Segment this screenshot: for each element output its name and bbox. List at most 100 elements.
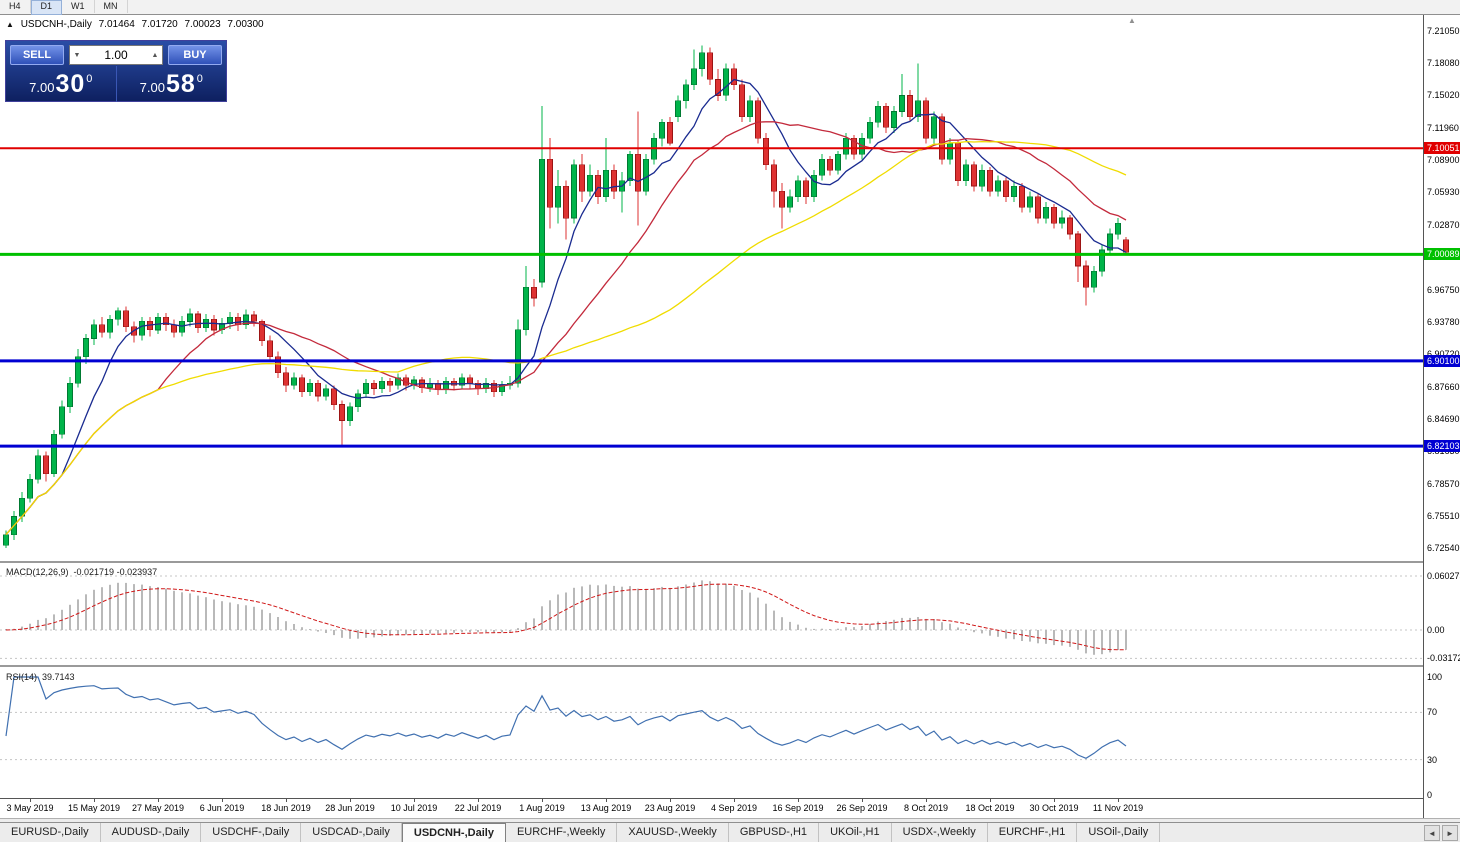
time-axis-label: 3 May 2019 [6,803,54,813]
window-separator[interactable] [0,561,1460,563]
time-axis-tick [414,799,415,802]
one-click-trading-panel: SELL ▼ 1.00 ▲ BUY 7.00 30 0 7.00 58 0 [5,40,227,102]
time-axis-label: 22 Jul 2019 [454,803,502,813]
tabs-scroll-right-button[interactable]: ► [1442,825,1458,841]
rsi-axis-label: 70 [1427,707,1438,717]
macd-histogram [5,580,1127,655]
sell-price-small: 7.00 [29,79,55,95]
time-axis-tick [478,799,479,802]
time-axis-tick [1054,799,1055,802]
chart-tab-eurchf-h1[interactable]: EURCHF-,H1 [987,823,1078,842]
price-axis-label: 7.21050 [1427,26,1460,36]
buy-price-sup: 0 [196,73,203,85]
chart-tab-usoil-daily[interactable]: USOil-,Daily [1077,823,1161,842]
buy-button[interactable]: BUY [168,45,222,65]
time-axis-label: 8 Oct 2019 [903,803,949,813]
chart-tab-eurchf-weekly[interactable]: EURCHF-,Weekly [505,823,618,842]
price-axis-label: 6.93780 [1427,317,1460,327]
chart-tabs-bar: EURUSD-,Daily AUDUSD-,Daily USDCHF-,Daily U… [0,822,1460,842]
sell-price-big: 30 [55,69,86,98]
chart-symbol-label: USDCNH-,Daily [20,19,92,30]
chart-tab-usdcad-daily[interactable]: USDCAD-,Daily [301,823,402,842]
timeframe-button-D1[interactable]: D1 [30,0,63,15]
rsi-line [5,676,1127,759]
time-axis-tick [158,799,159,802]
time-axis-label: 27 May 2019 [131,803,185,813]
volume-value[interactable]: 1.00 [104,48,128,62]
ohlc-high: 7.01720 [141,19,178,30]
moving-average-50-line [5,140,1127,536]
time-axis-label: 15 May 2019 [67,803,121,813]
price-axis-label: 7.05930 [1427,187,1460,197]
price-axis-label: 7.02870 [1427,220,1460,230]
chart-tab-usdcnh-daily[interactable]: USDCNH-,Daily [401,823,506,842]
macd-axis-label: 0.060273 [1427,571,1460,581]
buy-price-display[interactable]: 7.00 58 0 [115,66,227,102]
macd-label: MACD(12,26,9) -0.021719 -0.023937 [6,567,158,577]
chart-tab-audusd-daily[interactable]: AUDUSD-,Daily [100,823,202,842]
price-axis-label: 7.15020 [1427,90,1460,100]
time-axis-tick [30,799,31,802]
time-axis-tick [798,799,799,802]
chart-tabs: EURUSD-,Daily AUDUSD-,Daily USDCHF-,Daily U… [0,823,1414,842]
macd-indicator-panel[interactable] [0,563,1424,665]
price-axis-label: 6.90720 [1427,349,1460,359]
ohlc-close: 7.00300 [227,19,264,30]
price-axis-label: 7.08900 [1427,155,1460,165]
timeframe-button-MN[interactable]: MN [95,0,128,13]
time-axis-label: 16 Sep 2019 [772,803,824,813]
sell-price-display[interactable]: 7.00 30 0 [6,66,116,102]
macd-axis-label: 0.00 [1427,625,1445,635]
ohlc-open: 7.01464 [98,19,135,30]
time-axis-label: 18 Jun 2019 [261,803,311,813]
price-axis-label: 6.96750 [1427,285,1460,295]
chart-tab-xauusd-weekly[interactable]: XAUUSD-,Weekly [617,823,729,842]
buy-price-small: 7.00 [139,79,165,95]
price-tag-7.00089: 7.00089 [1424,248,1460,260]
price-axis-label: 6.87660 [1427,382,1460,392]
sell-button[interactable]: SELL [10,45,64,65]
timeframe-toolbar: H4 D1 W1 MN [0,0,1460,15]
time-axis-tick [862,799,863,802]
chart-tab-usdx-weekly[interactable]: USDX-,Weekly [891,823,988,842]
time-axis-label: 1 Aug 2019 [519,803,565,813]
timeframe-button-H4[interactable]: H4 [0,0,31,13]
time-axis-line [0,798,1460,799]
window-separator[interactable] [0,665,1460,667]
chart-tab-eurusd-daily[interactable]: EURUSD-,Daily [0,823,101,842]
time-axis[interactable]: 3 May 2019 15 May 2019 27 May 2019 6 Jun 20… [0,799,1424,818]
timeframe-button-W1[interactable]: W1 [62,0,95,13]
time-axis-tick [670,799,671,802]
volume-stepper[interactable]: ▼ 1.00 ▲ [69,45,163,65]
time-axis-label: 13 Aug 2019 [580,803,632,813]
ohlc-low: 7.00023 [184,19,221,30]
tabs-scroll-left-button[interactable]: ◄ [1424,825,1440,841]
price-axis-label: 7.11960 [1427,123,1459,133]
chart-tab-gbpusd-h1[interactable]: GBPUSD-,H1 [728,823,820,842]
candlestick-chart[interactable] [0,15,1424,561]
rsi-indicator-panel[interactable] [0,668,1424,798]
volume-decrease-button[interactable]: ▼ [73,51,81,59]
time-axis-tick [734,799,735,802]
one-click-panel-toggle-icon[interactable]: ▲ [6,20,14,29]
price-scale[interactable]: 7.21050 7.18080 7.15020 7.11960 7.08900 7.059… [1423,15,1460,818]
price-axis-label: 6.75510 [1427,511,1460,521]
rsi-axis-label: 30 [1427,755,1438,765]
time-axis-tick [350,799,351,802]
chart-tab-ukoil-h1[interactable]: UKOil-,H1 [819,823,892,842]
chart-tab-usdchf-daily[interactable]: USDCHF-,Daily [201,823,302,842]
macd-axis-label: -0.03172 [1427,653,1460,663]
time-axis-label: 11 Nov 2019 [1092,803,1144,813]
time-axis-label: 4 Sep 2019 [710,803,758,813]
time-axis-tick [542,799,543,802]
macd-signal-line [5,583,1126,651]
time-axis-tick [1118,799,1119,802]
price-axis-label: 7.18080 [1427,58,1460,68]
price-tag-6.90100: 6.90100 [1424,355,1460,367]
volume-increase-button[interactable]: ▲ [151,51,159,59]
time-axis-tick [926,799,927,802]
time-axis-label: 10 Jul 2019 [390,803,438,813]
time-axis-tick [222,799,223,802]
time-axis-label: 30 Oct 2019 [1029,803,1079,813]
time-axis-tick [286,799,287,802]
